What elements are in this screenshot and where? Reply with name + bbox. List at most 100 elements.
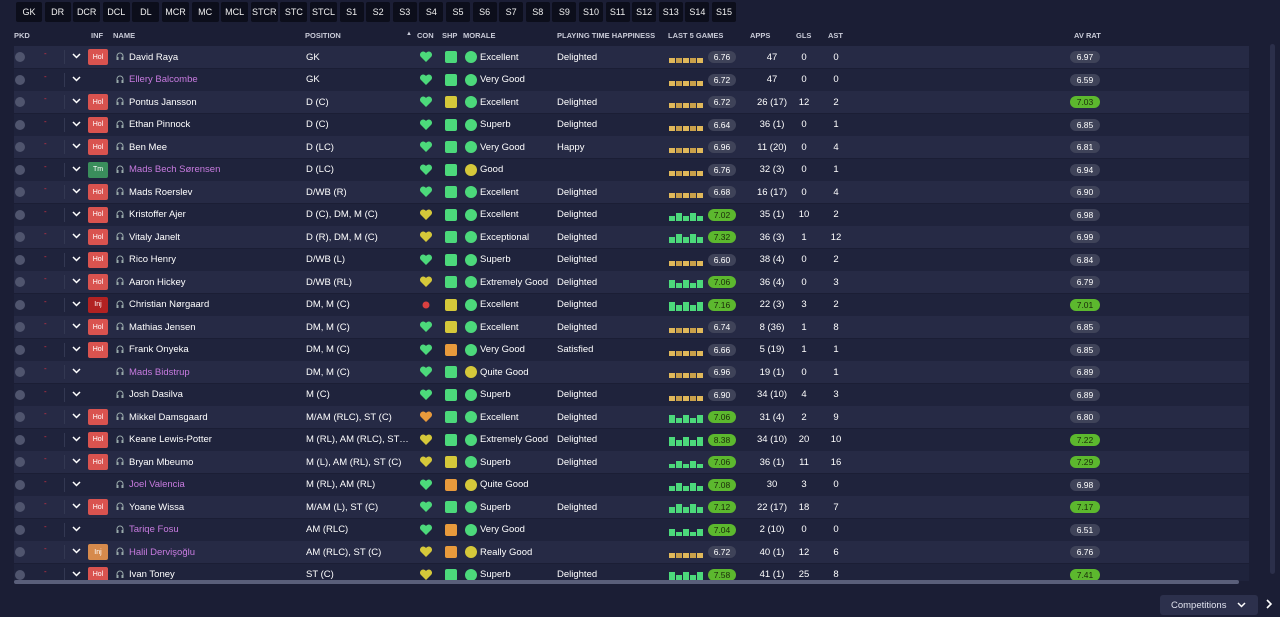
table-row[interactable]: - Hol Aaron Hickey D/WB (RL) Extremely Good D… (14, 271, 1249, 293)
player-name[interactable]: Pontus Jansson (129, 96, 197, 108)
tab-s12[interactable]: S12 (632, 2, 657, 22)
status-badge[interactable]: Tm (88, 161, 108, 178)
row-options-dropdown[interactable] (64, 410, 86, 424)
row-options-dropdown[interactable] (64, 545, 86, 559)
row-options-dropdown[interactable] (64, 342, 86, 357)
player-name[interactable]: Mads Roerslev (129, 186, 193, 198)
row-options-dropdown[interactable] (64, 230, 86, 244)
tab-dcr[interactable]: DCR (73, 2, 101, 22)
row-options-dropdown[interactable] (64, 567, 86, 581)
pick-dot-icon[interactable] (15, 299, 25, 310)
table-row[interactable]: - Tm Mads Bech Sørensen D (LC) Good 6.76 32 (3… (14, 158, 1249, 181)
tab-dl[interactable]: DL (132, 2, 160, 22)
table-row[interactable]: - Hol Yoane Wissa M/AM (L), ST (C) Superb Del… (14, 496, 1249, 518)
player-name[interactable]: Mads Bidstrup (129, 366, 190, 378)
tab-s9[interactable]: S9 (552, 2, 577, 22)
pick-dot-icon[interactable] (15, 412, 25, 422)
pick-dot-icon[interactable] (15, 367, 25, 377)
table-row[interactable]: - Hol Bryan Mbeumo M (L), AM (RL), ST (C) Su… (14, 451, 1249, 473)
table-row[interactable]: - Inj Halil Dervişoğlu AM (RLC), ST (C) Real… (14, 541, 1249, 563)
table-row[interactable]: - Ellery Balcombe GK Very Good 6.72 47 0 0 6.59 (14, 68, 1249, 91)
row-options-dropdown[interactable] (64, 275, 86, 289)
row-options-dropdown[interactable] (64, 140, 86, 154)
tab-s4[interactable]: S4 (419, 2, 444, 22)
pick-dot-icon[interactable] (15, 344, 25, 355)
row-options-dropdown[interactable] (64, 455, 86, 469)
table-row[interactable]: - Joel Valencia M (RL), AM (RL) Quite Good 7… (14, 473, 1249, 496)
player-name[interactable]: Vitaly Janelt (129, 231, 181, 243)
tab-s8[interactable]: S8 (525, 2, 550, 22)
row-options-dropdown[interactable] (64, 320, 86, 334)
header-avrat[interactable]: AV RAT (1074, 31, 1101, 40)
status-badge[interactable]: Hol (88, 274, 108, 290)
status-badge[interactable]: Hol (88, 139, 108, 155)
table-row[interactable]: - Tariqe Fosu AM (RLC) Very Good 7.04 2 (10) 0… (14, 518, 1249, 541)
pick-dot-icon[interactable] (15, 232, 25, 242)
status-badge[interactable]: Hol (88, 409, 108, 425)
table-row[interactable]: - Josh Dasilva M (C) Superb Delighted 6.90 34 … (14, 383, 1249, 406)
row-options-dropdown[interactable] (64, 72, 86, 87)
status-badge[interactable]: Hol (88, 206, 108, 223)
pick-dot-icon[interactable] (15, 164, 25, 175)
tab-s2[interactable]: S2 (366, 2, 391, 22)
pick-dot-icon[interactable] (15, 142, 25, 152)
player-name[interactable]: Frank Onyeka (129, 344, 189, 355)
status-badge[interactable]: Inj (88, 544, 108, 560)
table-row[interactable]: - Inj Christian Nørgaard DM, M (C) Excellent… (14, 293, 1249, 316)
row-options-dropdown[interactable] (64, 365, 86, 379)
row-options-dropdown[interactable] (64, 185, 86, 199)
pick-dot-icon[interactable] (15, 97, 25, 107)
header-con[interactable]: CON (417, 31, 434, 40)
table-row[interactable]: - Hol Mikkel Damsgaard M/AM (RLC), ST (C) Ex… (14, 406, 1249, 428)
status-badge[interactable]: Hol (88, 184, 108, 200)
tab-s13[interactable]: S13 (658, 2, 683, 22)
player-name[interactable]: Kristoffer Ajer (129, 209, 186, 220)
header-inf[interactable]: INF (91, 31, 104, 40)
status-badge[interactable]: Hol (88, 49, 108, 65)
pick-dot-icon[interactable] (15, 389, 25, 400)
row-options-dropdown[interactable] (64, 207, 86, 222)
chevron-right-icon[interactable] (1264, 598, 1274, 610)
table-row[interactable]: - Hol Rico Henry D/WB (L) Superb Delighted 6.6… (14, 248, 1249, 271)
table-row[interactable]: - Hol Frank Onyeka DM, M (C) Very Good Satisf… (14, 338, 1249, 361)
table-row[interactable]: - Hol Ben Mee D (LC) Very Good Happy 6.96 11 (2… (14, 136, 1249, 158)
player-name[interactable]: Josh Dasilva (129, 389, 183, 400)
player-name[interactable]: Ellery Balcombe (129, 74, 198, 85)
row-options-dropdown[interactable] (64, 432, 86, 447)
pick-dot-icon[interactable] (15, 434, 25, 445)
tab-s6[interactable]: S6 (472, 2, 497, 22)
status-badge[interactable]: Hol (88, 431, 108, 448)
tab-gk[interactable]: GK (16, 2, 42, 22)
tab-s14[interactable]: S14 (685, 2, 710, 22)
header-ast[interactable]: AST (828, 31, 843, 40)
tab-dcl[interactable]: DCL (102, 2, 130, 22)
status-badge[interactable]: Hol (88, 341, 108, 358)
pick-dot-icon[interactable] (15, 254, 25, 265)
player-name[interactable]: Tariqe Fosu (129, 524, 179, 535)
player-name[interactable]: Mathias Jensen (129, 321, 196, 333)
player-name[interactable]: Aaron Hickey (129, 276, 186, 288)
player-name[interactable]: Ben Mee (129, 141, 168, 153)
table-row[interactable]: - Hol Ethan Pinnock D (C) Superb Delighted 6.6… (14, 113, 1249, 136)
status-badge[interactable]: Hol (88, 251, 108, 268)
player-name[interactable]: Ethan Pinnock (129, 119, 191, 130)
player-name[interactable]: Joel Valencia (129, 479, 185, 490)
tab-stcl[interactable]: STCL (310, 2, 337, 22)
row-options-dropdown[interactable] (64, 117, 86, 132)
tab-stcr[interactable]: STCR (250, 2, 278, 22)
player-name[interactable]: David Raya (129, 51, 179, 63)
vertical-scrollbar[interactable] (1270, 44, 1275, 574)
status-badge[interactable]: Hol (88, 319, 108, 335)
pick-dot-icon[interactable] (15, 524, 25, 535)
status-badge[interactable]: Hol (88, 229, 108, 245)
row-options-dropdown[interactable] (64, 162, 86, 177)
tab-s10[interactable]: S10 (579, 2, 603, 22)
table-row[interactable]: - Hol Vitaly Janelt D (R), DM, M (C) Excepti… (14, 226, 1249, 248)
pick-dot-icon[interactable] (15, 277, 25, 287)
tab-s5[interactable]: S5 (446, 2, 470, 22)
table-row[interactable]: - Hol Keane Lewis-Potter M (RL), AM (RLC), … (14, 428, 1249, 451)
pick-dot-icon[interactable] (15, 457, 25, 467)
header-last5[interactable]: LAST 5 GAMES (668, 31, 724, 40)
row-options-dropdown[interactable] (64, 252, 86, 267)
tab-dr[interactable]: DR (44, 2, 71, 22)
